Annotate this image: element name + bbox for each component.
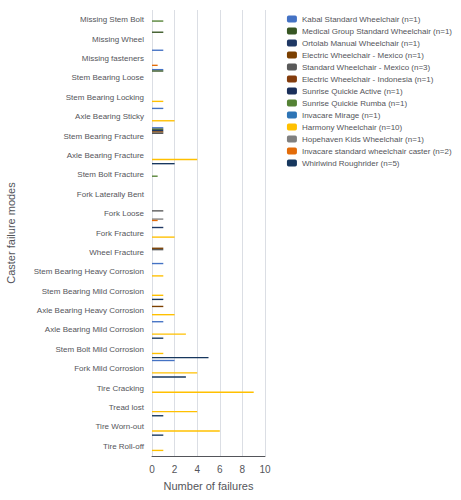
svg-text:Stem Bolt Mild Corrosion: Stem Bolt Mild Corrosion [56,345,144,354]
svg-text:Number of failures: Number of failures [164,480,254,492]
svg-text:Whirlwind Roughrider (n=5): Whirlwind Roughrider (n=5) [302,159,400,168]
svg-text:0: 0 [149,464,155,475]
svg-text:Axle Bearing Heavy Corrosion: Axle Bearing Heavy Corrosion [37,306,144,315]
svg-text:Ortolab Manual Wheelchair (n=1: Ortolab Manual Wheelchair (n=1) [302,39,420,48]
svg-text:Axle Bearing Fracture: Axle Bearing Fracture [67,151,145,160]
svg-text:Tire Roll-off: Tire Roll-off [103,442,145,451]
svg-text:Kabal Standard Wheelchair (n=1: Kabal Standard Wheelchair (n=1) [302,15,421,24]
svg-text:Stem Bearing Heavy Corrosion: Stem Bearing Heavy Corrosion [34,267,144,276]
svg-text:Invacare Mirage (n=1): Invacare Mirage (n=1) [302,111,381,120]
svg-text:Stem Bolt Fracture: Stem Bolt Fracture [77,170,144,179]
svg-text:Missing fasteners: Missing fasteners [82,54,144,63]
svg-text:Fork Fracture: Fork Fracture [96,229,145,238]
svg-text:Electric Wheelchair - Indonesi: Electric Wheelchair - Indonesia (n=1) [302,75,434,84]
svg-text:Harmony Wheelchair (n=10): Harmony Wheelchair (n=10) [302,123,403,132]
svg-text:Standard Wheelchair - Mexico (: Standard Wheelchair - Mexico (n=3) [302,63,431,72]
svg-text:Stem Bearing Locking: Stem Bearing Locking [66,93,144,102]
svg-text:Caster failure modes: Caster failure modes [5,182,17,284]
svg-text:Stem Bearing Mild Corrosion: Stem Bearing Mild Corrosion [42,287,144,296]
svg-text:Fork Loose: Fork Loose [104,209,145,218]
svg-text:Medical Group Standard Wheelch: Medical Group Standard Wheelchair (n=1) [302,27,452,36]
svg-text:Invacare standard wheelchair c: Invacare standard wheelchair caster (n=2… [302,147,452,156]
svg-text:8: 8 [240,464,246,475]
svg-text:Wheel Fracture: Wheel Fracture [89,248,144,257]
svg-text:10: 10 [259,464,271,475]
svg-text:Stem Bearing Loose: Stem Bearing Loose [72,73,145,82]
svg-text:4: 4 [194,464,200,475]
svg-text:Fork Mild Corrosion: Fork Mild Corrosion [74,364,144,373]
svg-text:2: 2 [172,464,178,475]
svg-text:Missing Stem Bolt: Missing Stem Bolt [80,15,145,24]
svg-text:Hopehaven Kids Wheelchair (n=1: Hopehaven Kids Wheelchair (n=1) [302,135,424,144]
svg-text:Fork Laterally Bent: Fork Laterally Bent [77,190,145,199]
svg-text:Tire Worn-out: Tire Worn-out [96,422,145,431]
svg-text:Missing Wheel: Missing Wheel [92,35,144,44]
svg-text:Axle Bearing Mild Corrosion: Axle Bearing Mild Corrosion [45,325,144,334]
svg-text:Axle Bearing Sticky: Axle Bearing Sticky [75,112,144,121]
svg-text:Stem Bearing Fracture: Stem Bearing Fracture [64,132,145,141]
svg-text:6: 6 [217,464,223,475]
svg-text:Tire Cracking: Tire Cracking [97,384,144,393]
svg-text:Tread lost: Tread lost [109,403,145,412]
svg-text:Sunrise Quickie Rumba (n=1): Sunrise Quickie Rumba (n=1) [302,99,407,108]
svg-text:Sunrise Quickie Active (n=1): Sunrise Quickie Active (n=1) [302,87,403,96]
svg-text:Electric Wheelchair - Mexico (: Electric Wheelchair - Mexico (n=1) [302,51,424,60]
